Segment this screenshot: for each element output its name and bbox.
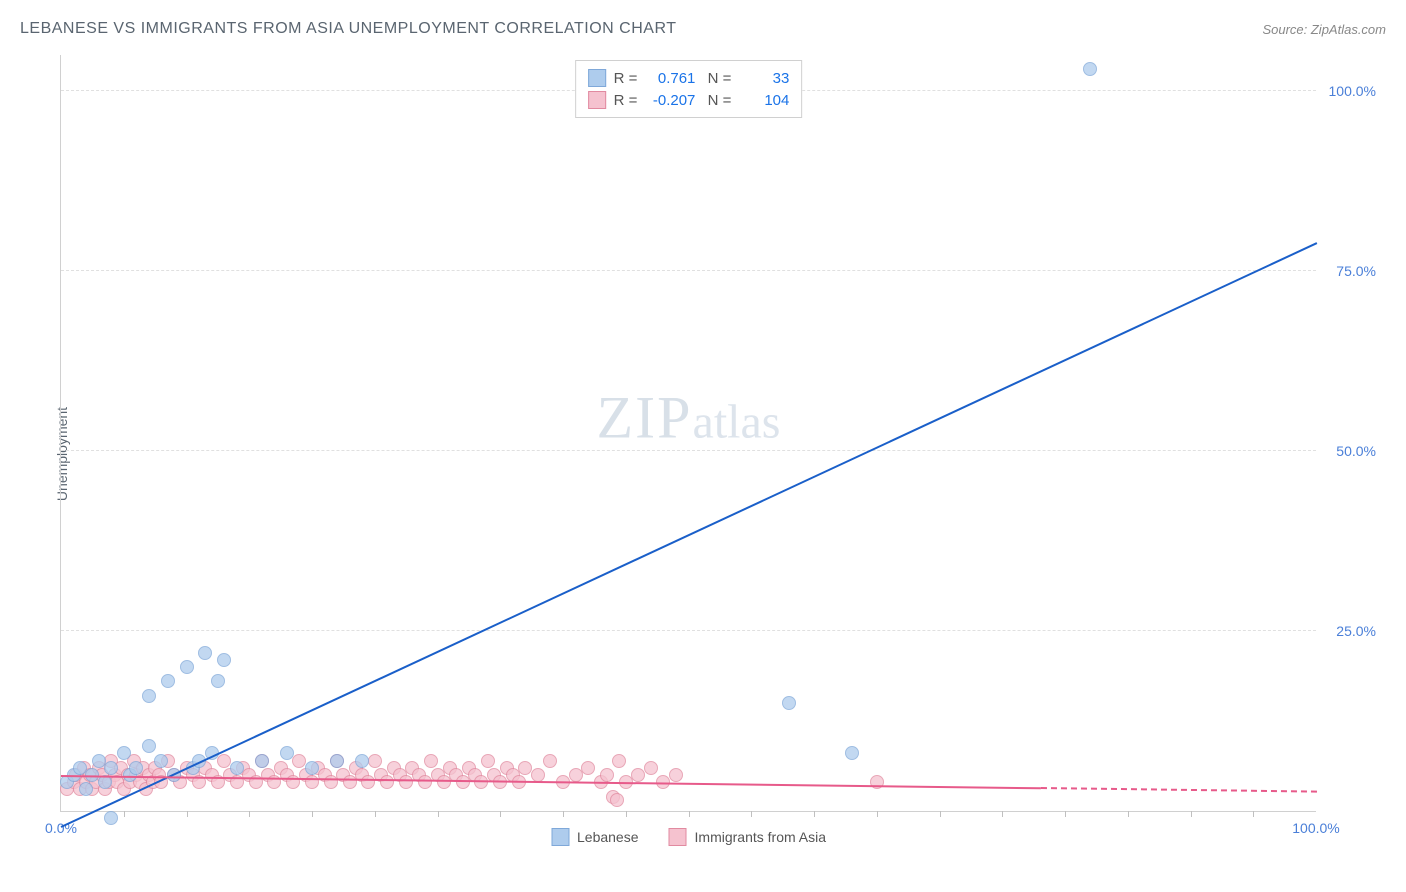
scatter-point [255,754,269,768]
ytick-label: 100.0% [1329,83,1376,99]
scatter-point [380,775,394,789]
source-attribution: Source: ZipAtlas.com [1262,22,1386,37]
scatter-point [644,761,658,775]
scatter-point [142,739,156,753]
gridline [61,630,1316,631]
xtick-mark [187,811,188,817]
chart-container: Unemployment ZIPatlas R = 0.761 N = 33 R… [50,55,1386,852]
scatter-point [330,754,344,768]
xtick-mark [1002,811,1003,817]
scatter-point [610,793,624,807]
scatter-point [612,754,626,768]
immigrants-swatch-icon [669,828,687,846]
ytick-label: 75.0% [1336,263,1376,279]
scatter-point [581,761,595,775]
scatter-point [343,775,357,789]
xtick-mark [312,811,313,817]
xtick-mark [1253,811,1254,817]
watermark: ZIPatlas [597,383,781,452]
scatter-point [324,775,338,789]
xtick-mark [814,811,815,817]
regression-line [61,775,1041,789]
legend-item-immigrants: Immigrants from Asia [669,828,826,846]
xtick-mark [375,811,376,817]
scatter-point [117,746,131,760]
xtick-mark [940,811,941,817]
ytick-label: 50.0% [1336,443,1376,459]
xtick-mark [751,811,752,817]
series-legend: Lebanese Immigrants from Asia [551,828,826,846]
scatter-point [1083,62,1097,76]
scatter-point [368,754,382,768]
scatter-point [230,761,244,775]
scatter-point [631,768,645,782]
chart-header: LEBANESE VS IMMIGRANTS FROM ASIA UNEMPLO… [20,20,1386,38]
scatter-point [481,754,495,768]
scatter-point [154,754,168,768]
scatter-point [669,768,683,782]
scatter-point [531,768,545,782]
scatter-point [79,782,93,796]
regression-line [1041,787,1317,793]
legend-row-immigrants: R = -0.207 N = 104 [588,89,790,111]
scatter-point [361,775,375,789]
xtick-mark [500,811,501,817]
lebanese-swatch-icon [588,69,606,87]
scatter-point [217,653,231,667]
scatter-point [424,754,438,768]
xtick-mark [1065,811,1066,817]
chart-title: LEBANESE VS IMMIGRANTS FROM ASIA UNEMPLO… [20,20,677,38]
xtick-mark [689,811,690,817]
scatter-point [418,775,432,789]
scatter-point [180,660,194,674]
scatter-point [104,811,118,825]
scatter-point [569,768,583,782]
scatter-point [129,761,143,775]
scatter-point [142,689,156,703]
scatter-point [543,754,557,768]
xtick-mark [563,811,564,817]
scatter-point [355,754,369,768]
ytick-label: 25.0% [1336,623,1376,639]
scatter-point [399,775,413,789]
scatter-point [211,674,225,688]
xtick-mark [1128,811,1129,817]
xtick-mark [124,811,125,817]
xtick-mark [249,811,250,817]
gridline [61,450,1316,451]
legend-item-lebanese: Lebanese [551,828,639,846]
scatter-point [456,775,470,789]
xtick-label: 100.0% [1292,820,1339,836]
scatter-point [437,775,451,789]
lebanese-swatch-icon [551,828,569,846]
xtick-mark [438,811,439,817]
regression-line [61,243,1318,829]
scatter-point [305,761,319,775]
plot-area: ZIPatlas R = 0.761 N = 33 R = -0.207 N =… [60,55,1316,812]
scatter-point [161,674,175,688]
scatter-point [280,746,294,760]
xtick-mark [1191,811,1192,817]
xtick-mark [877,811,878,817]
immigrants-swatch-icon [588,91,606,109]
scatter-point [198,646,212,660]
xtick-mark [626,811,627,817]
scatter-point [600,768,614,782]
scatter-point [104,761,118,775]
scatter-point [845,746,859,760]
correlation-legend: R = 0.761 N = 33 R = -0.207 N = 104 [575,60,803,118]
scatter-point [782,696,796,710]
gridline [61,270,1316,271]
legend-row-lebanese: R = 0.761 N = 33 [588,67,790,89]
